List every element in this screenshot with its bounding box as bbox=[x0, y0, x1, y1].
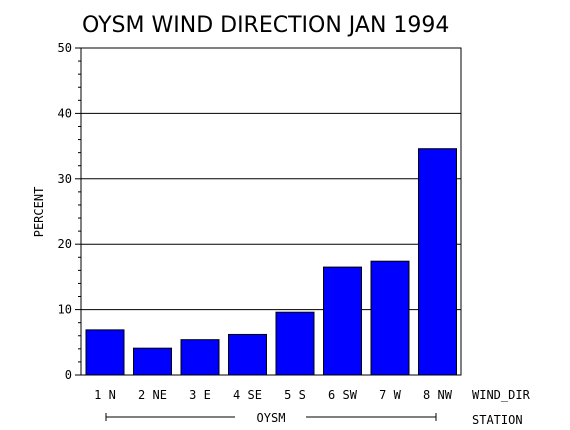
bar bbox=[85, 329, 125, 376]
y-tick-label: 40 bbox=[58, 106, 72, 120]
y-tick-label: 0 bbox=[65, 368, 72, 382]
y-tick-label: 30 bbox=[58, 172, 72, 186]
bar bbox=[180, 339, 220, 376]
plot-frame bbox=[80, 47, 462, 376]
bars bbox=[85, 148, 457, 376]
chart-title: OYSM WIND DIRECTION JAN 1994 bbox=[82, 13, 449, 38]
y-tick-label: 50 bbox=[58, 41, 72, 55]
group-label: OYSM bbox=[257, 411, 286, 425]
bar bbox=[133, 347, 172, 376]
x-axis-label: WIND_DIR bbox=[472, 388, 531, 402]
bar bbox=[418, 148, 457, 376]
y-tick-label: 10 bbox=[58, 303, 72, 317]
bar bbox=[370, 260, 410, 376]
x-tick-labels: 1 N 2 NE 3 E 4 SE 5 S 6 SW 7 W 8 NW bbox=[94, 388, 453, 402]
y-ticks: 0 10 20 30 40 50 bbox=[58, 41, 81, 382]
bar bbox=[323, 266, 362, 376]
x-tick-label: 5 S bbox=[284, 388, 306, 402]
bar bbox=[228, 333, 267, 376]
x-tick-label: 8 NW bbox=[423, 388, 453, 402]
x-tick-label: 2 NE bbox=[138, 388, 167, 402]
x-tick-label: 1 N bbox=[94, 388, 116, 402]
group-axis-label: STATION bbox=[472, 413, 523, 427]
y-axis-label: PERCENT bbox=[32, 187, 46, 238]
x-tick-label: 3 E bbox=[189, 388, 211, 402]
group-bracket: OYSM bbox=[105, 411, 437, 425]
bar bbox=[275, 311, 315, 376]
y-tick-label: 20 bbox=[58, 237, 72, 251]
x-tick-label: 7 W bbox=[379, 388, 401, 402]
x-tick-label: 4 SE bbox=[233, 388, 262, 402]
x-tick-label: 6 SW bbox=[328, 388, 358, 402]
